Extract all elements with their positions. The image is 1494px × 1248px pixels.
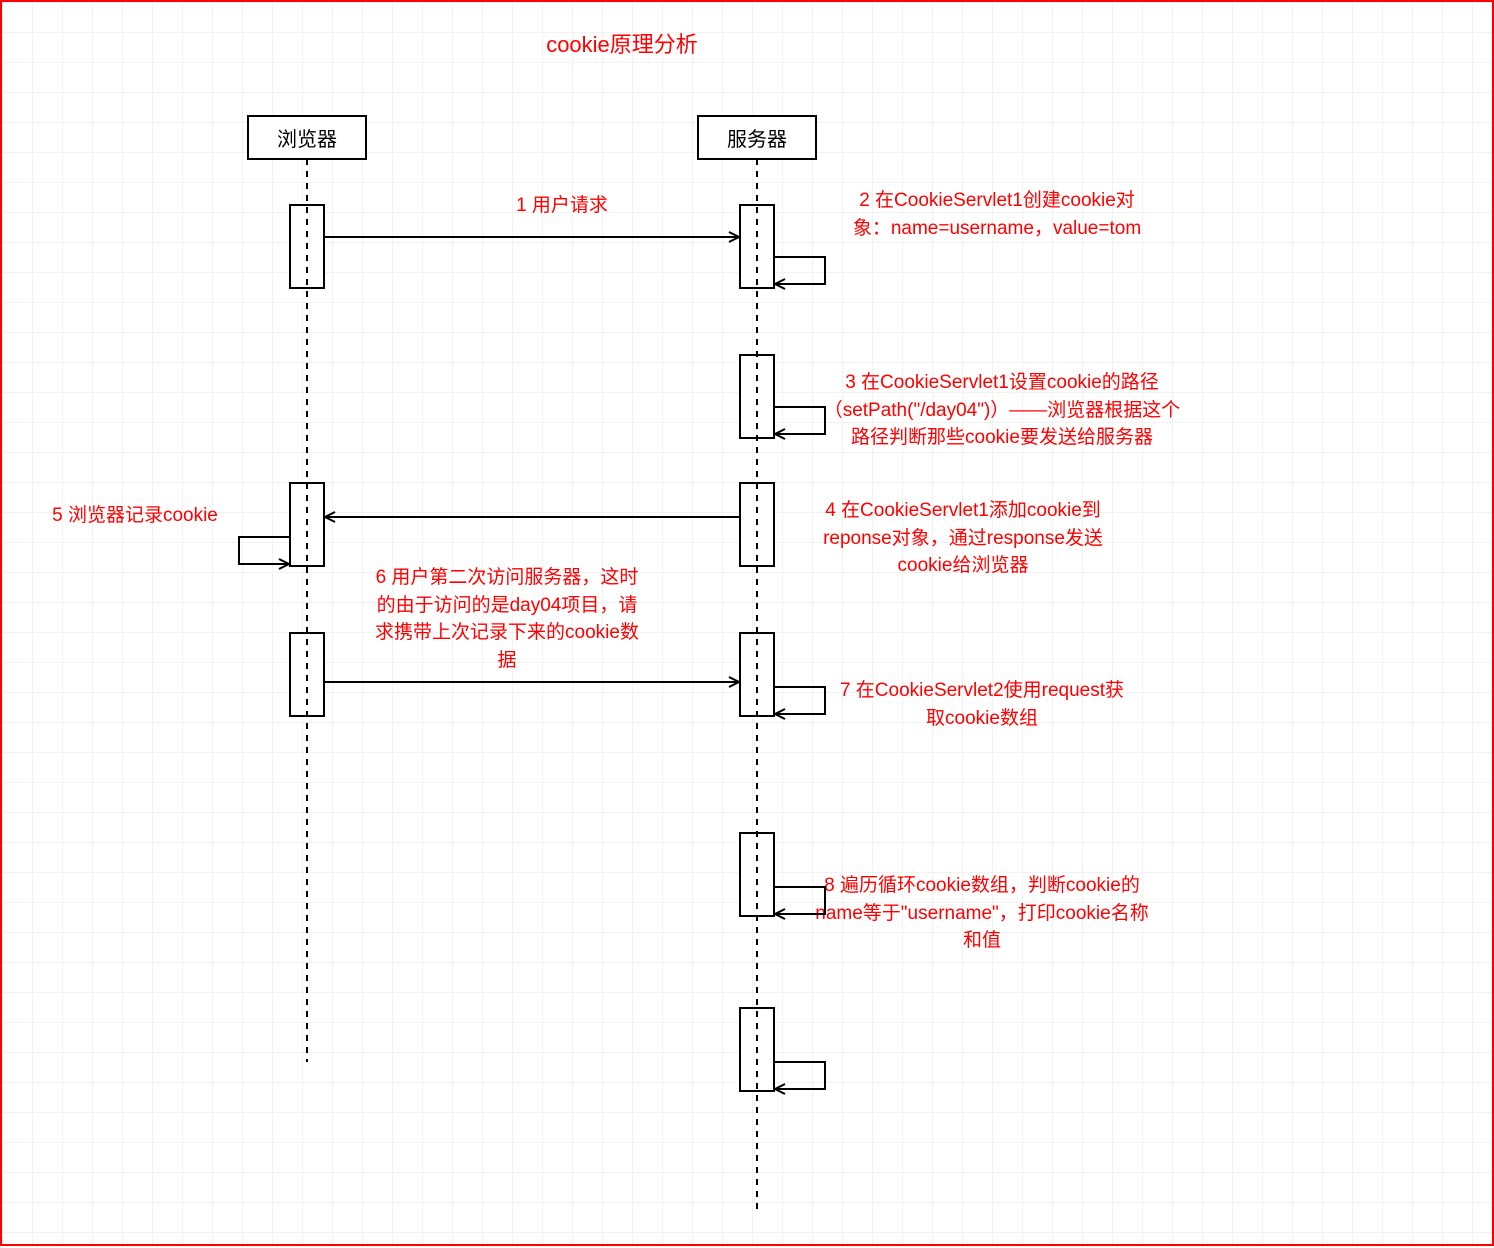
- activation-browser-3: [289, 632, 325, 717]
- note-1-label: 1 用户请求: [462, 192, 662, 220]
- note-7: 7 在CookieServlet2使用request获取cookie数组: [832, 677, 1132, 732]
- note-3: 3 在CookieServlet1设置cookie的路径（setPath("/d…: [822, 369, 1182, 452]
- participant-browser: 浏览器: [247, 115, 367, 160]
- activation-server-6: [739, 1007, 775, 1092]
- participant-server: 服务器: [697, 115, 817, 160]
- activation-server-5: [739, 832, 775, 917]
- note-2: 2 在CookieServlet1创建cookie对象：name=usernam…: [847, 187, 1147, 242]
- diagram-title: cookie原理分析: [492, 27, 752, 59]
- activation-browser-2: [289, 482, 325, 567]
- activation-server-1: [739, 204, 775, 289]
- activation-server-4: [739, 632, 775, 717]
- activation-server-2: [739, 354, 775, 439]
- diagram-canvas: cookie原理分析 浏览器 服务器 1 用户请求 2 在CookieServl…: [0, 0, 1494, 1246]
- note-8: 8 遍历循环cookie数组，判断cookie的name等于"username"…: [812, 872, 1152, 955]
- activation-browser-1: [289, 204, 325, 289]
- note-5: 5 浏览器记录cookie: [30, 502, 240, 530]
- activation-server-3: [739, 482, 775, 567]
- watermark: [1479, 1225, 1482, 1239]
- note-6: 6 用户第二次访问服务器，这时的由于访问的是day04项目，请求携带上次记录下来…: [372, 564, 642, 674]
- note-4: 4 在CookieServlet1添加cookie到reponse对象，通过re…: [798, 497, 1128, 580]
